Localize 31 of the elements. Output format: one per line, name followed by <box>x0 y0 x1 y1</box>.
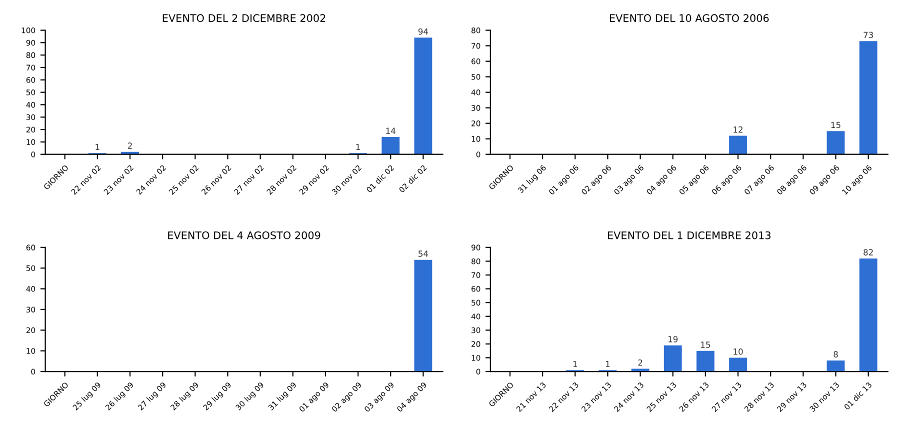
chart-title: EVENTO DEL 1 DICEMBRE 2013 <box>608 231 770 240</box>
data-label: 1 <box>573 360 578 368</box>
data-label: 94 <box>418 28 428 35</box>
bar <box>859 41 878 154</box>
chart-title: EVENTO DEL 10 AGOSTO 2006 <box>610 14 769 22</box>
bar <box>729 136 747 154</box>
bar <box>696 350 714 372</box>
data-label: 73 <box>864 32 873 38</box>
data-label: 15 <box>831 122 840 128</box>
data-label: 1 <box>96 144 100 150</box>
data-label: 12 <box>734 126 742 133</box>
data-label: 15 <box>701 342 710 348</box>
bar <box>826 360 845 372</box>
bar <box>729 358 747 372</box>
bar <box>859 258 878 372</box>
bar <box>414 38 432 154</box>
data-label: 14 <box>386 128 396 134</box>
data-label: 2 <box>128 142 132 149</box>
bar <box>382 136 400 154</box>
bar <box>826 131 845 154</box>
data-label: 2 <box>638 359 642 366</box>
data-label: 54 <box>418 250 428 257</box>
data-label: 1 <box>606 360 610 368</box>
chart-title: EVENTO DEL 4 AGOSTO 2009 <box>168 231 320 240</box>
data-label: 10 <box>734 348 743 355</box>
chart-title: EVENTO DEL 2 DICEMBRE 2002 <box>162 14 326 22</box>
data-label: 8 <box>834 351 838 358</box>
bar <box>664 345 682 372</box>
data-label: 19 <box>668 336 678 342</box>
data-label: 1 <box>356 144 360 150</box>
data-label: 82 <box>864 249 873 256</box>
